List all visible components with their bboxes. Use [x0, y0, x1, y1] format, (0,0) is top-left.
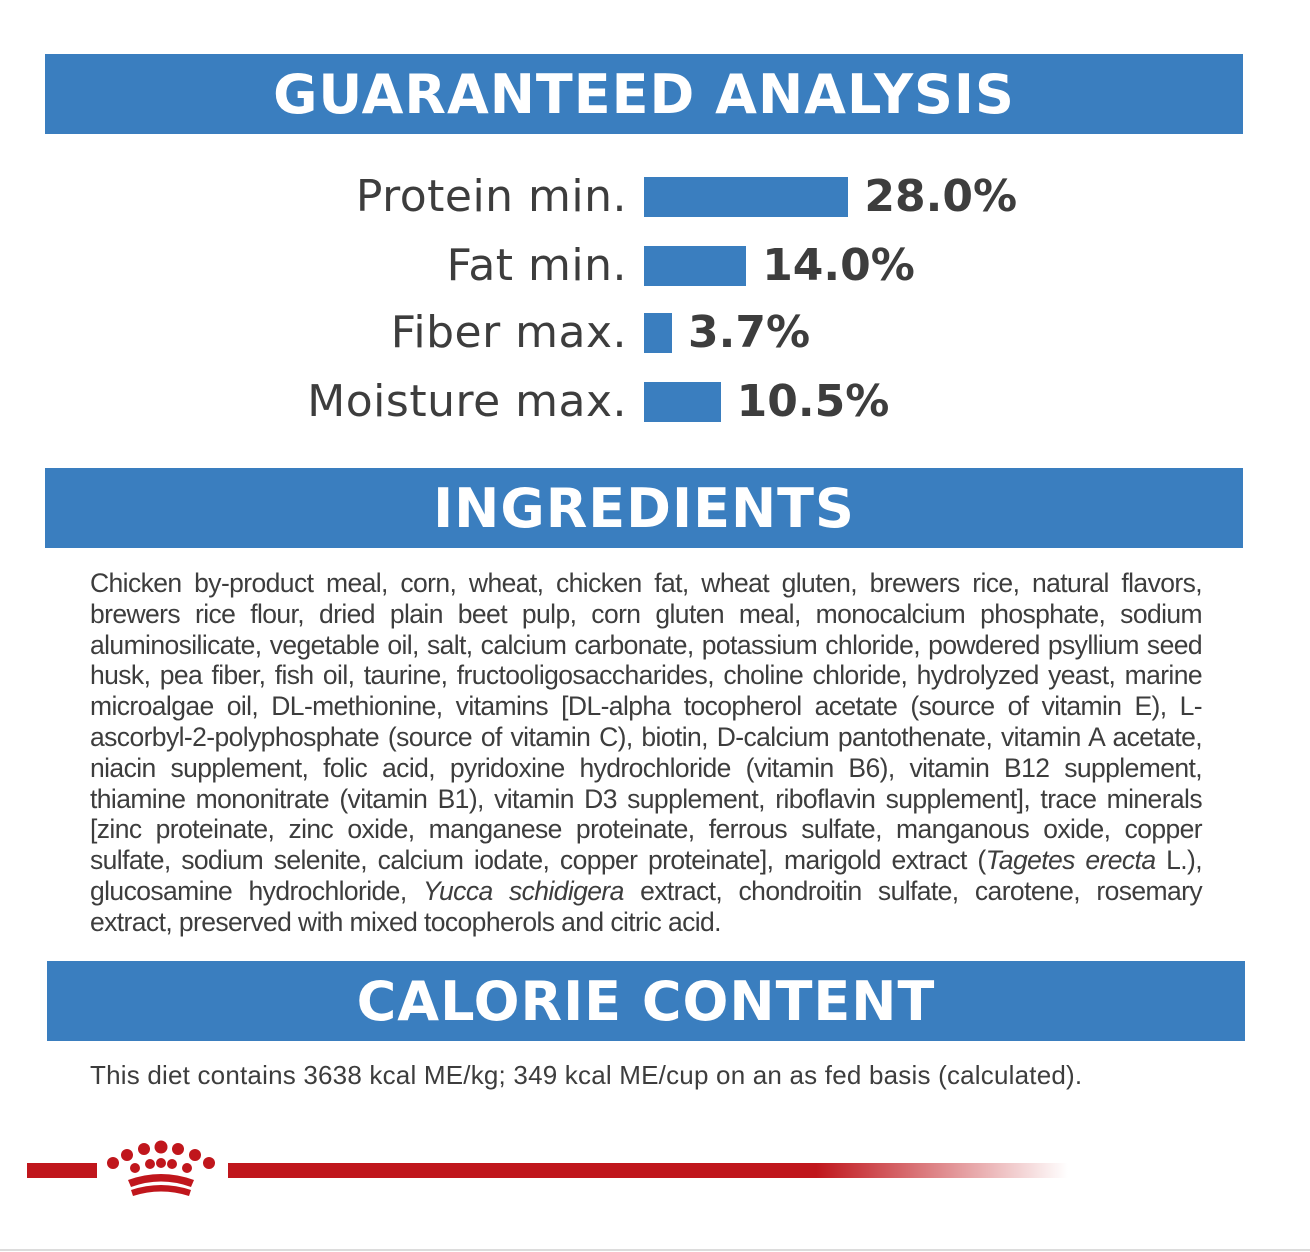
ingredients-italic-name: Tagetes erecta [985, 845, 1156, 876]
analysis-value: 14.0% [762, 240, 915, 291]
analysis-value: 3.7% [688, 307, 811, 358]
analysis-label: Fiber max. [390, 307, 627, 358]
guaranteed-analysis-title: GUARANTEED ANALYSIS [273, 62, 1015, 126]
analysis-row-fat: Fat min. 14.0% [0, 241, 1310, 291]
analysis-label: Moisture max. [307, 376, 627, 427]
calorie-content-header: CALORIE CONTENT [47, 961, 1245, 1041]
bottom-divider [0, 1249, 1310, 1251]
brand-line-right [228, 1163, 1068, 1178]
guaranteed-analysis-header: GUARANTEED ANALYSIS [45, 54, 1243, 134]
analysis-bar [644, 313, 672, 353]
analysis-bar [644, 382, 721, 422]
analysis-row-protein: Protein min. 28.0% [0, 172, 1310, 222]
crown-icon [107, 1140, 215, 1196]
ingredients-text-part: L.), glucosamine hydrochloride, [90, 845, 1203, 906]
analysis-label: Fat min. [446, 240, 627, 291]
ingredients-list: Chicken by-product meal, corn, wheat, ch… [90, 568, 1203, 938]
ingredients-title: INGREDIENTS [433, 476, 855, 540]
calorie-content-title: CALORIE CONTENT [356, 969, 936, 1033]
calorie-content-text: This diet contains 3638 kcal ME/kg; 349 … [90, 1060, 1083, 1090]
analysis-row-moisture: Moisture max. 10.5% [0, 377, 1310, 427]
ingredients-text-part: extract, chondroitin sulfate, carotene, … [90, 875, 1203, 937]
analysis-bar [644, 246, 747, 286]
ingredients-italic-name: Yucca schidigera [422, 875, 624, 906]
analysis-bar [644, 177, 849, 217]
analysis-row-fiber: Fiber max. 3.7% [0, 308, 1310, 358]
analysis-label: Protein min. [355, 171, 627, 222]
ingredients-text-part: Chicken by-product meal, corn, wheat, ch… [90, 568, 1203, 876]
brand-line-left [27, 1163, 97, 1178]
analysis-value: 28.0% [864, 171, 1018, 222]
ingredients-header: INGREDIENTS [45, 468, 1243, 548]
analysis-value: 10.5% [736, 376, 890, 427]
